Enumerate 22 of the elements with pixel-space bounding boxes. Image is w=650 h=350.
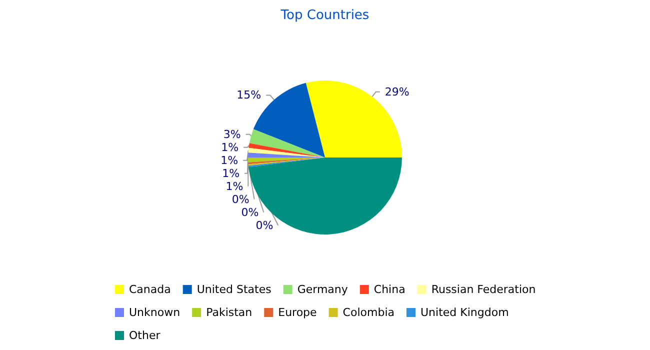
data-label: 1% [222, 166, 240, 180]
data-label: 0% [232, 192, 250, 206]
legend-label: Unknown [129, 306, 180, 319]
chart-title: Top Countries [280, 8, 370, 23]
data-label: 1% [220, 154, 238, 167]
legend-label: United Kingdom [420, 306, 509, 319]
data-label: 0% [256, 218, 274, 232]
legend-label: China [374, 283, 406, 296]
data-label: 3% [223, 128, 241, 141]
legend-label: Russian Federation [431, 283, 536, 296]
data-label: 0% [241, 206, 259, 219]
legend-label: Germany [297, 283, 348, 296]
legend-label: Colombia [342, 306, 395, 319]
data-label: 29% [384, 85, 410, 98]
data-label: 1% [221, 140, 239, 154]
legend-label: Pakistan [206, 306, 252, 319]
legend-label: Canada [129, 283, 171, 296]
legend-label: Europe [278, 306, 318, 319]
data-label: 15% [236, 88, 262, 102]
data-label: 1% [226, 180, 244, 193]
legend-label: United States [196, 283, 272, 296]
legend-label: Other [129, 329, 161, 342]
